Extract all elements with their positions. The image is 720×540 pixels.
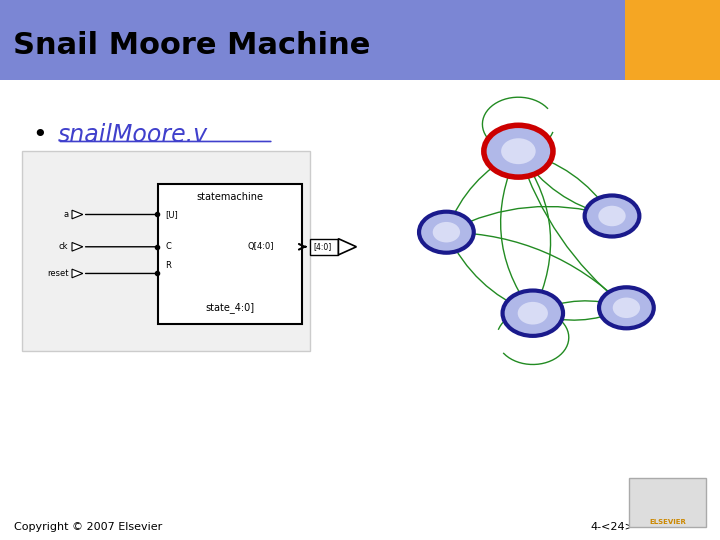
Circle shape: [433, 222, 460, 242]
FancyBboxPatch shape: [310, 239, 338, 255]
FancyBboxPatch shape: [0, 0, 625, 80]
Text: a: a: [63, 210, 68, 219]
FancyArrowPatch shape: [448, 235, 528, 312]
Text: [U]: [U]: [166, 210, 179, 219]
FancyBboxPatch shape: [158, 184, 302, 324]
Circle shape: [503, 291, 563, 336]
Text: 4-<24>: 4-<24>: [590, 522, 634, 531]
Circle shape: [599, 287, 654, 328]
Circle shape: [598, 206, 626, 226]
FancyBboxPatch shape: [625, 0, 720, 80]
FancyArrowPatch shape: [521, 155, 551, 310]
Text: R: R: [166, 260, 171, 269]
Circle shape: [501, 138, 536, 164]
Polygon shape: [338, 239, 356, 255]
Text: Copyright © 2007 Elsevier: Copyright © 2007 Elsevier: [14, 522, 163, 531]
Circle shape: [484, 125, 553, 177]
FancyArrowPatch shape: [519, 154, 623, 305]
Circle shape: [613, 298, 640, 318]
Text: reset: reset: [47, 269, 68, 278]
Text: Q[4:0]: Q[4:0]: [248, 242, 274, 251]
FancyArrowPatch shape: [451, 230, 624, 306]
FancyArrowPatch shape: [523, 151, 611, 214]
Circle shape: [585, 195, 639, 237]
FancyArrowPatch shape: [520, 153, 608, 216]
Text: ck: ck: [59, 242, 68, 251]
Polygon shape: [72, 210, 83, 219]
Circle shape: [518, 302, 548, 325]
FancyArrowPatch shape: [447, 152, 516, 228]
Polygon shape: [72, 242, 83, 251]
FancyArrowPatch shape: [500, 154, 531, 309]
Text: [4:0]: [4:0]: [313, 242, 331, 251]
FancyArrowPatch shape: [450, 206, 609, 230]
Text: ELSEVIER: ELSEVIER: [649, 519, 686, 525]
FancyBboxPatch shape: [22, 151, 310, 351]
Text: C: C: [166, 242, 171, 251]
Polygon shape: [72, 269, 83, 278]
FancyArrowPatch shape: [536, 301, 624, 312]
Text: statemachine: statemachine: [197, 192, 264, 202]
Text: Snail Moore Machine: Snail Moore Machine: [13, 31, 370, 60]
FancyBboxPatch shape: [629, 478, 706, 526]
FancyArrowPatch shape: [536, 309, 623, 320]
Text: •: •: [32, 123, 47, 147]
Text: snailMoore.v: snailMoore.v: [58, 123, 208, 147]
Circle shape: [419, 212, 474, 253]
Text: state_4:0]: state_4:0]: [206, 302, 255, 313]
